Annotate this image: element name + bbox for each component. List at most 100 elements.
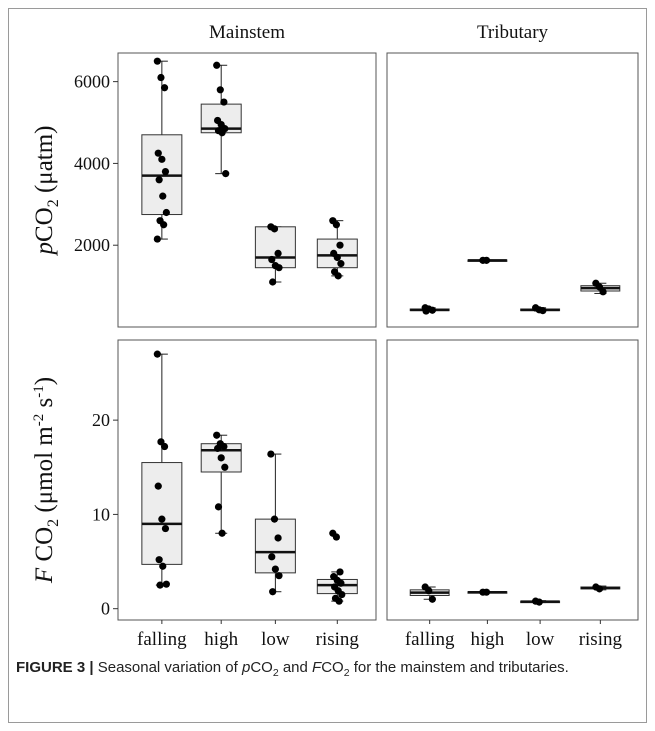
x-tick-label-low: low [526,629,555,650]
panel-mainstem-fco2: 0 10 20 falling high low rising [92,339,377,650]
ylabel-part: 2 [45,519,62,527]
data-point [269,278,277,286]
caption-co-2: CO [321,659,344,676]
data-point [214,444,222,453]
ylabel-part: 2 [45,199,62,207]
figure-caption: FIGURE 3 | Seasonal variation of pCO2 an… [16,658,628,683]
data-point [160,221,168,229]
caption-sub-2: 2 [272,667,279,679]
box-low [254,223,296,286]
data-point [535,598,543,606]
data-point [332,533,340,541]
data-point [333,253,341,262]
caption-p: p [241,659,251,676]
data-point [153,57,161,65]
box-plot-figure: 2000 4000 6000 Mainstem Tributary 0 10 20 fallin… [31,22,639,650]
data-point [160,84,169,92]
data-point [213,431,221,439]
data-point [153,235,161,243]
caption-label: FIGURE 3 | [16,659,94,676]
data-point [222,170,230,178]
data-point [213,61,221,69]
data-point [268,255,276,264]
ylabel-part: -1 [31,385,47,398]
data-point [271,565,279,573]
box-falling [409,583,450,603]
data-point [539,307,547,315]
data-point [332,221,340,229]
caption-and: and [278,659,313,676]
data-point [220,98,228,106]
y-tick-label: 0 [101,599,110,619]
data-point [336,241,344,249]
data-point [337,579,345,587]
box-iqr [254,518,296,574]
panel-tributary-fco2: falling high low rising [386,339,639,650]
box-rising [580,279,621,296]
data-point [274,534,282,542]
y-tick-label: 20 [92,410,110,430]
data-point [268,553,276,561]
x-tick-label-rising: rising [316,629,360,650]
data-point [267,450,275,458]
data-point [269,588,277,596]
data-point [218,129,226,137]
panel-border [386,339,639,621]
box-rising [316,529,358,605]
box-rising [580,583,621,593]
box-low [254,450,296,596]
panel-title-tributary: Tributary [477,22,549,43]
data-point [216,86,224,94]
box-high [467,256,508,264]
box-falling [409,304,450,315]
data-point [154,482,162,490]
box-iqr [254,226,296,269]
data-point [221,463,229,471]
data-point [428,306,436,314]
data-point [422,307,430,315]
data-point [428,595,436,603]
data-point [482,588,491,596]
box-high [200,61,242,178]
box-rising [316,217,358,280]
panel-title-mainstem: Mainstem [209,22,285,43]
ylabel-part: s [31,398,58,414]
ylabel-part: ) [31,377,58,385]
data-point [159,562,167,570]
caption-sub-2b: 2 [343,667,350,679]
y-tick-label: 2000 [74,235,110,255]
box-low [520,304,561,315]
x-tick-label-rising: rising [579,629,623,650]
data-point [157,73,165,82]
data-point [155,556,163,564]
data-point [156,581,164,589]
data-point [161,167,170,176]
box-high [200,431,242,537]
ylabel-part: CO [31,207,58,242]
box-high [467,588,508,596]
caption-f: F [312,659,322,676]
data-point [153,350,161,358]
y-axis-title-pco2: pCO2 (μatm) [31,125,62,256]
data-point [162,580,170,588]
data-point [335,597,343,605]
data-point [425,587,433,595]
y-tick-label: 10 [92,504,110,524]
data-point [160,442,169,451]
data-point [162,208,170,217]
x-tick-label-high: high [471,629,505,650]
data-point [595,585,604,593]
data-point [155,176,163,184]
data-point [154,149,162,157]
data-point [214,503,223,511]
caption-text-1: Seasonal variation of [97,659,242,676]
data-point [275,264,283,272]
box-falling [141,350,183,589]
x-tick-label-falling: falling [137,629,187,650]
y-axis-title-fco2: F CO2 (μmol m-2 s-1) [31,377,62,584]
data-point [270,225,279,233]
data-point [274,249,282,257]
data-point [599,288,607,296]
data-point [337,260,345,268]
data-point [158,155,166,163]
